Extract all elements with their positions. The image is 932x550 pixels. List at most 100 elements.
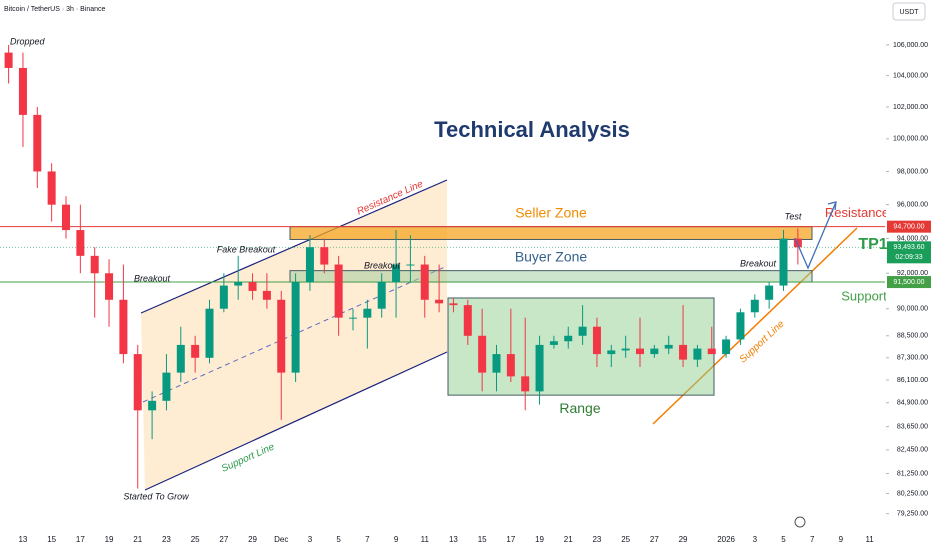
x-tick-label: 17 <box>506 535 515 544</box>
x-tick-label: 5 <box>336 535 341 544</box>
y-tick-label: 86,100.00 <box>897 377 928 384</box>
y-tick-label: 87,300.00 <box>897 355 928 362</box>
candle-body <box>463 305 472 336</box>
candle-body <box>320 247 329 265</box>
y-tick-label: 83,650.00 <box>897 423 928 430</box>
candle-body <box>435 299 444 304</box>
x-tick-label: 15 <box>47 535 56 544</box>
candle-body <box>793 238 802 248</box>
candle-body <box>133 354 142 411</box>
y-tick-label: 94,000.00 <box>897 235 928 242</box>
candle-body <box>363 308 372 318</box>
x-tick-label: 21 <box>133 535 142 544</box>
x-tick-label: 11 <box>865 535 874 544</box>
candle-body <box>119 299 128 355</box>
projection-arrow <box>794 201 837 270</box>
y-tick-label: 98,000.00 <box>897 168 928 175</box>
x-tick-label: 29 <box>679 535 688 544</box>
candle-body <box>636 348 644 355</box>
candle-body <box>334 264 343 318</box>
chart-title: Technical Analysis <box>434 117 630 142</box>
candle-body <box>693 348 702 360</box>
candle-body <box>392 264 401 283</box>
x-tick-label: 27 <box>219 535 228 544</box>
annotation: Dropped <box>10 36 46 46</box>
candle-body <box>277 299 286 373</box>
time-axis <box>0 530 932 550</box>
zone-label: Range <box>559 400 600 416</box>
candle-body <box>349 317 357 319</box>
candle-body <box>377 282 386 309</box>
candle-body <box>90 255 99 274</box>
y-tick-label: 92,000.00 <box>897 270 928 277</box>
price-badge-label: 91,500.00 <box>893 279 924 286</box>
price-axis <box>886 0 932 550</box>
candle-body <box>162 372 171 401</box>
candle-body <box>736 312 745 340</box>
countdown: 02:09:33 <box>895 254 922 261</box>
annotation: Fake Breakout <box>217 244 276 254</box>
candle-body <box>406 264 415 266</box>
candle-body <box>449 303 458 306</box>
x-tick-label: 13 <box>449 535 458 544</box>
price-badge-label: 93,493.60 <box>893 244 924 251</box>
candle-body <box>664 344 673 349</box>
candle-body <box>607 350 616 355</box>
candle-body <box>564 335 573 342</box>
annotation: Breakout <box>134 273 171 283</box>
zone-label: Seller Zone <box>515 204 587 220</box>
zone <box>289 270 813 283</box>
currency[interactable]: USDT <box>899 9 919 16</box>
x-tick-label: 3 <box>753 535 758 544</box>
candle-body <box>262 290 271 300</box>
candle-body <box>535 344 544 392</box>
candle-body <box>650 348 659 355</box>
candle-body <box>105 273 114 300</box>
y-tick-label: 82,450.00 <box>897 447 928 454</box>
y-tick-label: 100,000.00 <box>893 136 928 143</box>
y-tick-label: 88,500.00 <box>897 333 928 340</box>
x-tick-label: 29 <box>248 535 257 544</box>
candle-body <box>750 299 759 313</box>
y-tick-label: 104,000.00 <box>893 73 928 80</box>
arrow-head <box>827 201 837 211</box>
x-tick-label: 13 <box>18 535 27 544</box>
x-tick-label: 7 <box>810 535 815 544</box>
x-tick-label: 9 <box>394 535 399 544</box>
y-tick-label: 102,000.00 <box>893 104 928 111</box>
annotation: Started To Grow <box>123 491 189 501</box>
y-tick-label: 79,250.00 <box>897 511 928 518</box>
x-tick-label: 23 <box>162 535 171 544</box>
y-tick-label: 106,000.00 <box>893 42 928 49</box>
x-tick-label: 25 <box>191 535 200 544</box>
candle-body <box>191 344 200 358</box>
replay-icon[interactable] <box>794 516 806 528</box>
zone <box>447 297 715 396</box>
candle-body <box>62 204 70 231</box>
candle-body <box>707 348 716 355</box>
candle-body <box>47 171 56 205</box>
x-tick-label: 3 <box>308 535 313 544</box>
annotation: Breakout <box>740 258 777 268</box>
x-tick-label: 23 <box>592 535 601 544</box>
candle-body <box>765 285 774 300</box>
x-tick-label: 9 <box>839 535 844 544</box>
candle-body <box>205 308 214 358</box>
x-tick-label: 11 <box>421 535 430 544</box>
level-name: Support <box>841 288 887 303</box>
candle-body <box>291 282 300 373</box>
price-badge <box>887 276 931 289</box>
currency-button[interactable] <box>892 2 926 21</box>
price-badge <box>887 241 931 264</box>
candle-body <box>506 354 515 377</box>
candle-body <box>521 376 530 392</box>
x-tick-label: 15 <box>478 535 487 544</box>
candle-body <box>549 341 558 345</box>
annotation: TP1 <box>858 236 887 253</box>
candle-body <box>578 326 587 336</box>
candle-body <box>305 247 314 283</box>
candle-body <box>592 326 601 355</box>
candle-body <box>248 282 257 291</box>
y-tick-label: 80,250.00 <box>897 490 928 497</box>
